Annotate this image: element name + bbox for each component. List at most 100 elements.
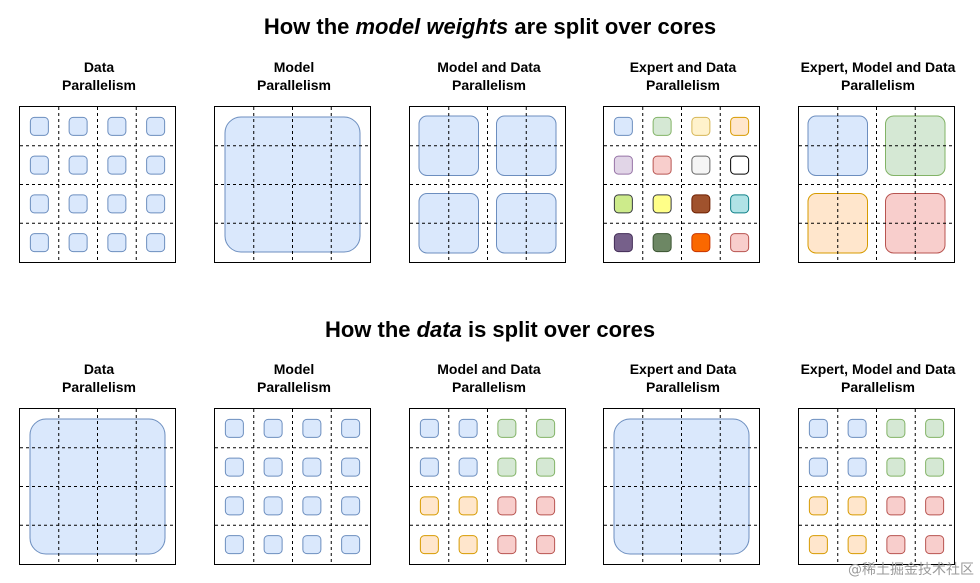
core-block (29, 194, 49, 214)
core-block (341, 535, 361, 555)
core-block (29, 233, 49, 253)
panel-label: Model and Data Parallelism (437, 361, 541, 395)
core-block (925, 418, 945, 438)
core-block (263, 535, 283, 555)
core-grid (798, 408, 955, 565)
core-block (146, 194, 166, 214)
core-dividers (799, 409, 954, 564)
core-block (652, 116, 672, 136)
core-block (68, 155, 88, 175)
panel-label: Expert and Data Parallelism (629, 59, 737, 93)
core-block (613, 116, 633, 136)
panel-label: Model and Data Parallelism (437, 59, 541, 93)
core-block (886, 418, 906, 438)
panel-label: Expert and Data Parallelism (629, 361, 737, 395)
core-dividers (20, 107, 175, 262)
title-suffix: are split over cores (508, 14, 717, 39)
core-block (419, 418, 439, 438)
panel-label: Model Parallelism (257, 361, 331, 395)
core-dividers (410, 107, 565, 262)
core-block (691, 233, 711, 253)
core-block (458, 496, 478, 516)
core-block (730, 194, 750, 214)
core-block (302, 418, 322, 438)
core-block (263, 457, 283, 477)
core-block (341, 418, 361, 438)
core-block (68, 116, 88, 136)
core-dividers (215, 107, 370, 262)
core-block (419, 496, 439, 516)
core-block (536, 457, 556, 477)
core-block (847, 496, 867, 516)
core-block (29, 116, 49, 136)
core-block (691, 116, 711, 136)
core-block (847, 418, 867, 438)
core-grid (214, 408, 371, 565)
core-block (224, 418, 244, 438)
core-grid (603, 106, 760, 263)
core-block (107, 233, 127, 253)
core-grid (19, 408, 176, 565)
core-block (847, 535, 867, 555)
core-grid-drawing (20, 409, 175, 564)
core-dividers (604, 409, 759, 564)
watermark: @稀土掘金技术社区 (848, 562, 974, 578)
core-block (302, 496, 322, 516)
core-block (146, 155, 166, 175)
core-block (107, 155, 127, 175)
title-emphasis: data (416, 317, 462, 342)
core-block (263, 496, 283, 516)
core-block (146, 233, 166, 253)
core-block (536, 535, 556, 555)
weight-blocks (224, 418, 361, 555)
core-dividers (410, 409, 565, 564)
core-block (886, 535, 906, 555)
core-dividers (215, 409, 370, 564)
core-block (808, 535, 828, 555)
title-prefix: How the (263, 14, 356, 39)
core-block (458, 535, 478, 555)
core-block (224, 496, 244, 516)
core-block (691, 155, 711, 175)
core-block (536, 418, 556, 438)
core-grid-drawing (799, 107, 954, 262)
core-block (419, 535, 439, 555)
core-dividers (20, 409, 175, 564)
core-block (224, 535, 244, 555)
panel-label: Data Parallelism (62, 59, 136, 93)
core-block (107, 116, 127, 136)
core-block (613, 155, 633, 175)
core-grid (214, 106, 371, 263)
core-block (925, 496, 945, 516)
core-block (419, 457, 439, 477)
core-grid (409, 106, 566, 263)
core-grid-drawing (604, 409, 759, 564)
core-grid-drawing (215, 107, 370, 262)
core-grid-drawing (20, 107, 175, 262)
core-dividers (799, 107, 954, 262)
core-block (68, 194, 88, 214)
core-block (107, 194, 127, 214)
core-block (613, 233, 633, 253)
core-block (497, 535, 517, 555)
core-block (652, 233, 672, 253)
core-block (146, 116, 166, 136)
core-block (886, 457, 906, 477)
core-dividers (604, 107, 759, 262)
core-block (458, 418, 478, 438)
core-block (730, 116, 750, 136)
core-block (458, 457, 478, 477)
panel-label: Data Parallelism (62, 361, 136, 395)
core-grid-drawing (410, 107, 565, 262)
core-block (68, 233, 88, 253)
core-block (302, 457, 322, 477)
core-block (536, 496, 556, 516)
panel-label: Expert, Model and Data Parallelism (800, 361, 956, 395)
weight-blocks (418, 115, 557, 254)
core-block (497, 496, 517, 516)
core-block (652, 155, 672, 175)
section-title-weights: How the model weights are split over cor… (0, 14, 980, 40)
core-block (730, 155, 750, 175)
core-grid-drawing (604, 107, 759, 262)
title-suffix: is split over cores (461, 317, 656, 342)
